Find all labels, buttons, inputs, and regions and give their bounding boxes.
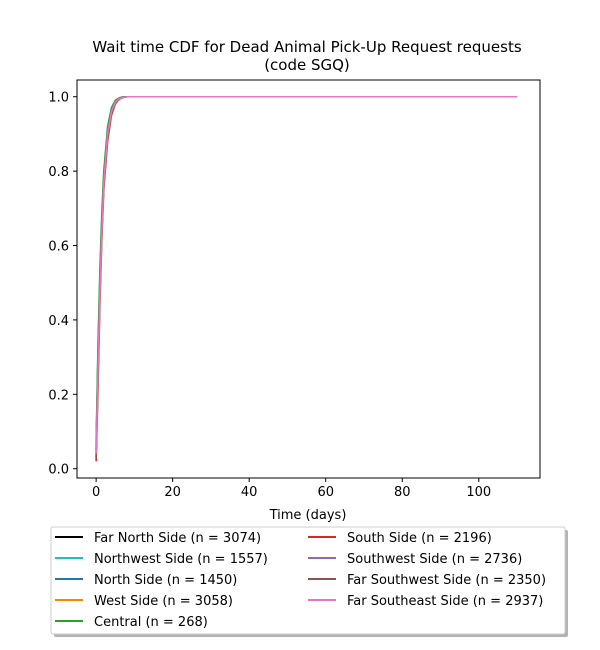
y-tick-label-5: 1.0: [48, 91, 69, 106]
y-tick-label-2: 0.4: [48, 314, 69, 329]
series-line-4: [95, 95, 518, 443]
series-line-7: [95, 95, 518, 458]
x-tick-label-4: 80: [394, 485, 411, 500]
chart-title-line-1: Wait time CDF for Dead Animal Pick-Up Re…: [92, 38, 522, 56]
series-line-1: [95, 95, 518, 447]
series-line-0: [95, 95, 518, 451]
legend-frame: [50, 526, 566, 635]
series-line-5: [95, 95, 518, 462]
y-tick-label-1: 0.2: [48, 388, 69, 403]
plot-lines: [95, 95, 518, 462]
axis-ticks: 0 20 40 60 80 100 0.0 0.2 0.4 0.6 0.8 1.0: [48, 91, 491, 500]
x-tick-label-5: 100: [466, 485, 491, 500]
legend-label-1: Northwest Side (n = 1557): [94, 552, 268, 567]
legend-label-3: West Side (n = 3058): [94, 594, 233, 609]
legend-label-5: South Side (n = 2196): [347, 531, 492, 546]
series-line-2: [95, 95, 518, 454]
x-tick-label-1: 20: [164, 485, 181, 500]
x-axis-label: Time (days): [269, 508, 347, 523]
legend-label-6: Southwest Side (n = 2736): [347, 552, 522, 567]
y-tick-label-3: 0.6: [48, 240, 69, 255]
legend-label-2: North Side (n = 1450): [94, 573, 237, 588]
legend-label-4: Central (n = 268): [94, 615, 208, 630]
x-tick-label-0: 0: [92, 485, 100, 500]
chart-title-line-2: (code SGQ): [264, 56, 350, 74]
y-tick-label-0: 0.0: [48, 463, 69, 478]
y-tick-label-4: 0.8: [48, 165, 69, 180]
series-line-6: [95, 95, 518, 458]
legend-label-0: Far North Side (n = 3074): [94, 531, 261, 546]
legend-label-8: Far Southeast Side (n = 2937): [347, 594, 543, 609]
plot-frame: [76, 79, 541, 479]
legend: Far North Side (n = 3074) Northwest Side …: [50, 526, 568, 637]
x-tick-label-2: 40: [241, 485, 258, 500]
series-line-8: [95, 95, 518, 454]
x-tick-label-3: 60: [317, 485, 334, 500]
legend-label-7: Far Southwest Side (n = 2350): [347, 573, 546, 588]
series-line-3: [95, 95, 518, 451]
